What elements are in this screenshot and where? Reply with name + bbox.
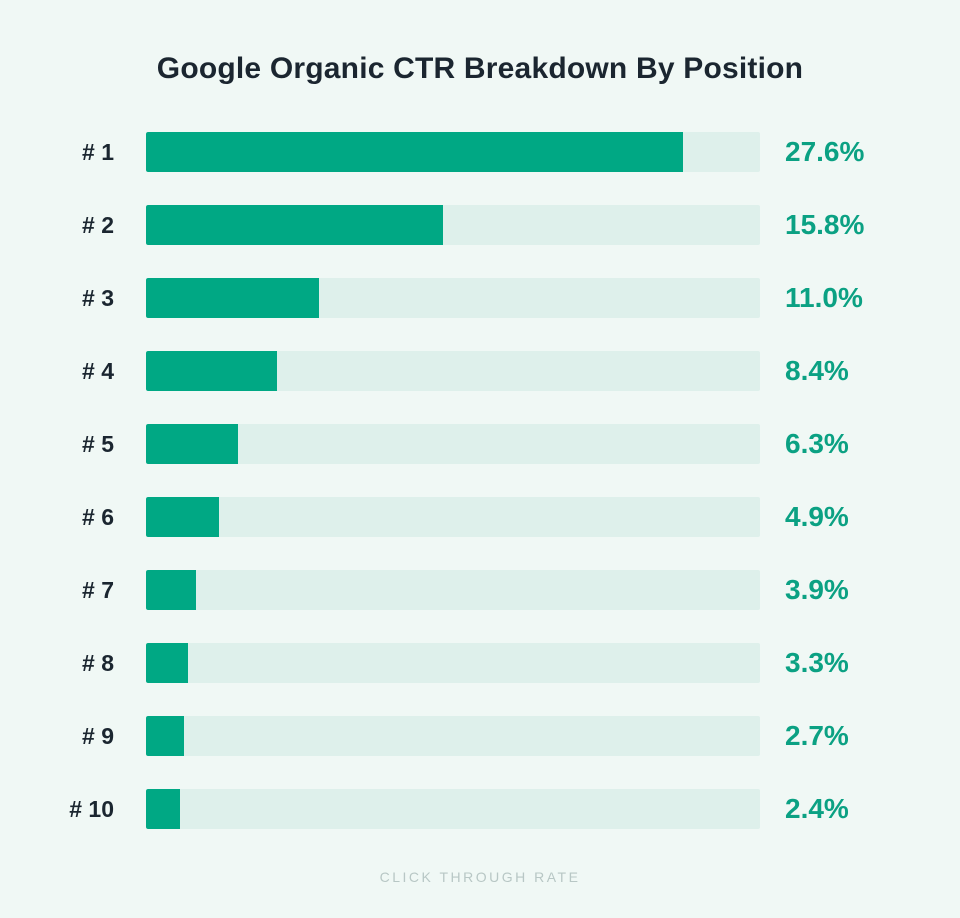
bar-track — [146, 716, 760, 756]
bar-track — [146, 132, 760, 172]
position-label: # 2 — [82, 211, 114, 238]
bar-row: # 5 6.3% — [0, 424, 960, 464]
bar-fill — [146, 497, 220, 537]
bar-row: # 6 4.9% — [0, 497, 960, 537]
bar-track — [146, 424, 760, 464]
value-label: 11.0% — [785, 282, 863, 313]
value-label: 8.4% — [785, 355, 849, 386]
bar-track — [146, 789, 760, 829]
bar-track — [146, 497, 760, 537]
bar-row: # 7 3.9% — [0, 570, 960, 610]
position-label: # 9 — [82, 722, 114, 749]
bar-track — [146, 278, 760, 318]
bar-fill — [146, 205, 444, 245]
position-label: # 3 — [82, 284, 114, 311]
bar-row: # 10 2.4% — [0, 789, 960, 829]
bar-track — [146, 205, 760, 245]
x-axis-label: CLICK THROUGH RATE — [379, 869, 581, 885]
bar-track — [146, 643, 760, 683]
bar-fill — [146, 132, 684, 172]
bar-fill — [146, 278, 320, 318]
position-label: # 7 — [82, 576, 114, 603]
bar-row: # 3 11.0% — [0, 278, 960, 318]
position-label: # 10 — [69, 795, 114, 822]
value-label: 4.9% — [785, 501, 849, 532]
bar-row: # 1 27.6% — [0, 132, 960, 172]
bar-chart: # 1 27.6% # 2 15.8% # 3 11.0% # 4 8.4% #… — [0, 132, 960, 829]
value-label: 2.7% — [785, 720, 849, 751]
value-label: 6.3% — [785, 428, 849, 459]
bar-track — [146, 351, 760, 391]
position-label: # 6 — [82, 503, 114, 530]
bar-fill — [146, 643, 188, 683]
position-label: # 1 — [82, 138, 114, 165]
bar-row: # 4 8.4% — [0, 351, 960, 391]
bar-row: # 2 15.8% — [0, 205, 960, 245]
bar-fill — [146, 716, 185, 756]
value-label: 15.8% — [785, 209, 865, 240]
bar-fill — [146, 424, 239, 464]
value-label: 2.4% — [785, 793, 849, 824]
position-label: # 4 — [82, 357, 114, 384]
position-label: # 8 — [82, 649, 114, 676]
value-label: 27.6% — [785, 136, 865, 167]
bar-fill — [146, 351, 277, 391]
chart-title: Google Organic CTR Breakdown By Position — [156, 52, 804, 85]
position-label: # 5 — [82, 430, 114, 457]
value-label: 3.3% — [785, 647, 849, 678]
bar-fill — [146, 789, 180, 829]
bar-row: # 9 2.7% — [0, 716, 960, 756]
bar-fill — [146, 570, 196, 610]
bar-row: # 8 3.3% — [0, 643, 960, 683]
value-label: 3.9% — [785, 574, 849, 605]
bar-track — [146, 570, 760, 610]
